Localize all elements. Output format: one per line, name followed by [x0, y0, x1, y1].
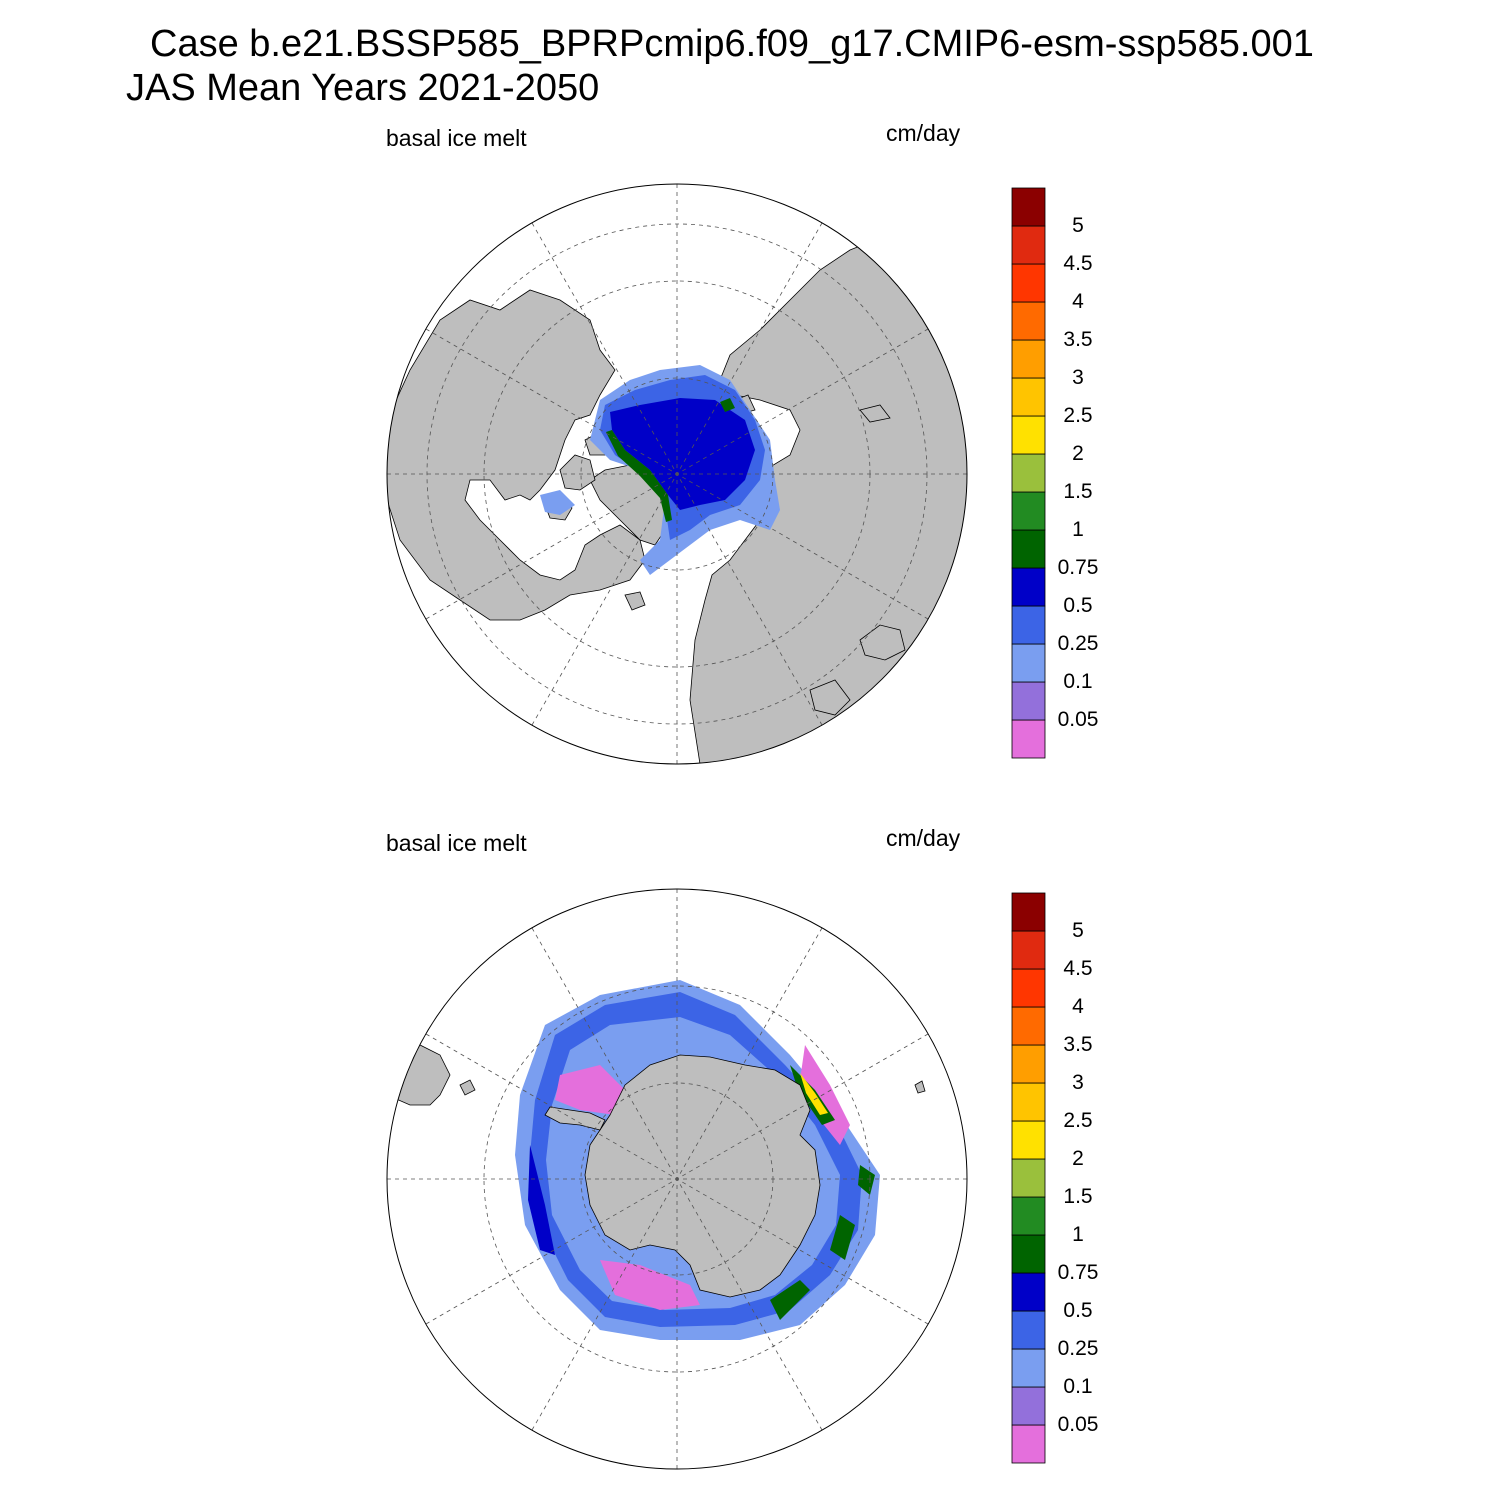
south-units-label: cm/day — [886, 825, 961, 851]
south-colorbar-label: 0.5 — [1063, 1299, 1093, 1322]
south-colorbar-label: 1 — [1072, 1223, 1084, 1246]
north-colorbar-box-2 — [1011, 643, 1046, 683]
south-colorbar-label: 0.1 — [1063, 1375, 1093, 1398]
south-colorbar-box-13 — [1011, 930, 1046, 970]
north-colorbar-box-11 — [1011, 301, 1046, 341]
south-colorbar-label: 0.75 — [1057, 1261, 1099, 1284]
south-colorbar-label: 0.25 — [1057, 1337, 1099, 1360]
south-colorbar-label: 0.05 — [1057, 1413, 1099, 1436]
south-colorbar-box-6 — [1011, 1196, 1046, 1236]
south-colorbar-box-10 — [1011, 1044, 1046, 1084]
north-graticule — [387, 184, 967, 764]
south-colorbar-box-8 — [1011, 1120, 1046, 1160]
north-melt-field — [540, 365, 780, 575]
south-colorbar-box-9 — [1011, 1082, 1046, 1122]
south-colorbar-boxes — [1011, 892, 1046, 1464]
north-colorbar-label: 1.5 — [1063, 480, 1093, 503]
south-colorbar-label: 4 — [1072, 995, 1084, 1018]
north-land — [387, 239, 967, 764]
north-colorbar-box-3 — [1011, 605, 1046, 645]
south-colorbar-label: 2.5 — [1063, 1109, 1093, 1132]
north-colorbar-box-4 — [1011, 567, 1046, 607]
north-colorbar-box-5 — [1011, 529, 1046, 569]
north-colorbar-box-13 — [1011, 225, 1046, 265]
north-colorbar-box-12 — [1011, 263, 1046, 303]
south-colorbar-box-14 — [1011, 892, 1046, 932]
south-colorbar-box-5 — [1011, 1234, 1046, 1274]
north-colorbar-box-10 — [1011, 339, 1046, 379]
north-colorbar-label: 3.5 — [1063, 328, 1093, 351]
south-polar-panel: basal ice melt cm/day — [0, 705, 1500, 1470]
south-colorbar — [1011, 892, 1046, 1464]
south-colorbar-box-4 — [1011, 1272, 1046, 1312]
south-colorbar-label: 2 — [1072, 1147, 1084, 1170]
north-colorbar-label: 0.5 — [1063, 594, 1093, 617]
south-colorbar-box-11 — [1011, 1006, 1046, 1046]
north-colorbar-label: 5 — [1072, 214, 1084, 237]
figure-title-line-1: Case b.e21.BSSP585_BPRPcmip6.f09_g17.CMI… — [150, 23, 1314, 65]
north-colorbar-label: 1 — [1072, 518, 1084, 541]
south-map-border — [386, 888, 968, 1470]
south-colorbar-box-1 — [1011, 1386, 1046, 1426]
north-map-border — [386, 183, 968, 765]
north-colorbar-label: 2 — [1072, 442, 1084, 465]
south-colorbar-box-12 — [1011, 968, 1046, 1008]
north-colorbar-label: 3 — [1072, 366, 1084, 389]
north-colorbar-box-9 — [1011, 377, 1046, 417]
north-colorbar-box-6 — [1011, 491, 1046, 531]
north-colorbar-label: 0.25 — [1057, 632, 1099, 655]
north-colorbar-label: 0.75 — [1057, 556, 1099, 579]
north-colorbar-box-7 — [1011, 453, 1046, 493]
north-polar-map — [386, 183, 968, 765]
north-colorbar-box-14 — [1011, 187, 1046, 227]
south-colorbar-label: 5 — [1072, 919, 1084, 942]
figure-title-line-2: JAS Mean Years 2021-2050 — [126, 67, 600, 109]
north-variable-label: basal ice melt — [386, 125, 527, 151]
south-polar-map — [386, 888, 968, 1470]
south-colorbar-box-7 — [1011, 1158, 1046, 1198]
south-colorbar-box-0 — [1011, 1424, 1046, 1464]
north-colorbar-label: 2.5 — [1063, 404, 1093, 427]
north-colorbar-label: 0.1 — [1063, 670, 1093, 693]
south-colorbar-label: 3 — [1072, 1071, 1084, 1094]
north-colorbar-boxes — [1011, 187, 1046, 759]
south-colorbar-label: 1.5 — [1063, 1185, 1093, 1208]
south-colorbar-box-3 — [1011, 1310, 1046, 1350]
north-colorbar-box-1 — [1011, 681, 1046, 721]
south-colorbar-box-2 — [1011, 1348, 1046, 1388]
north-colorbar-box-8 — [1011, 415, 1046, 455]
north-colorbar — [1011, 187, 1046, 759]
south-colorbar-label: 4.5 — [1063, 957, 1093, 980]
south-colorbar-label: 3.5 — [1063, 1033, 1093, 1056]
north-units-label: cm/day — [886, 120, 961, 146]
north-colorbar-label: 0.05 — [1057, 708, 1099, 731]
north-colorbar-label: 4.5 — [1063, 252, 1093, 275]
south-graticule — [387, 889, 967, 1469]
south-variable-label: basal ice melt — [386, 830, 527, 856]
north-polar-panel: basal ice melt cm/day — [0, 0, 1500, 765]
north-colorbar-label: 4 — [1072, 290, 1084, 313]
